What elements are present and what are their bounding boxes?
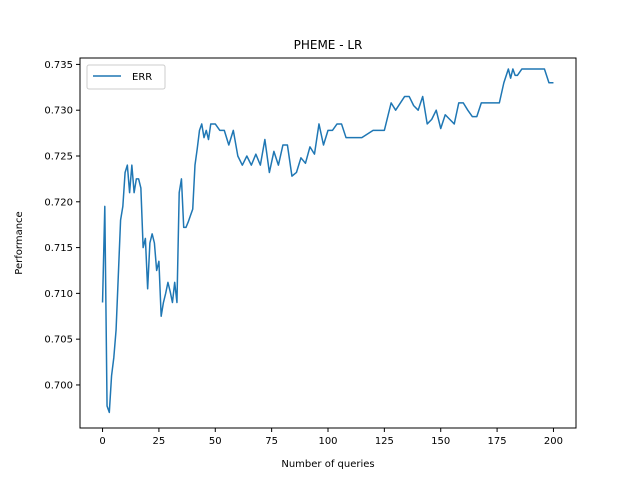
plot-area xyxy=(101,68,554,414)
x-tick-label: 25 xyxy=(153,436,166,447)
y-tick-label: 0.735 xyxy=(44,60,73,71)
y-tick-label: 0.730 xyxy=(44,106,73,117)
y-tick-label: 0.710 xyxy=(44,289,73,300)
axes-frame xyxy=(79,57,577,429)
y-tick-label: 0.720 xyxy=(44,197,73,208)
y-tick-label: 0.725 xyxy=(44,151,73,162)
y-axis-label: Performance xyxy=(14,211,25,274)
x-tick-label: 75 xyxy=(265,436,278,447)
series-line-err xyxy=(101,68,554,414)
legend-box xyxy=(86,64,166,90)
axis-ticks: 0 25 50 75 100 125 150 175 200 0.700 0.705 0.710 0.7… xyxy=(44,60,563,447)
legend: ERR xyxy=(86,64,166,90)
y-tick-label: 0.700 xyxy=(44,380,73,391)
y-tick-label: 0.715 xyxy=(44,243,73,254)
x-tick-label: 125 xyxy=(375,436,394,447)
y-tick-label: 0.705 xyxy=(44,335,73,346)
chart-title: PHEME - LR xyxy=(294,38,363,52)
x-tick-label: 0 xyxy=(99,436,105,447)
x-axis-label: Number of queries xyxy=(281,459,374,470)
x-tick-label: 150 xyxy=(431,436,450,447)
legend-label-err: ERR xyxy=(132,72,152,83)
x-tick-label: 200 xyxy=(544,436,563,447)
x-tick-label: 50 xyxy=(209,436,222,447)
x-tick-label: 175 xyxy=(488,436,507,447)
x-tick-label: 100 xyxy=(318,436,337,447)
